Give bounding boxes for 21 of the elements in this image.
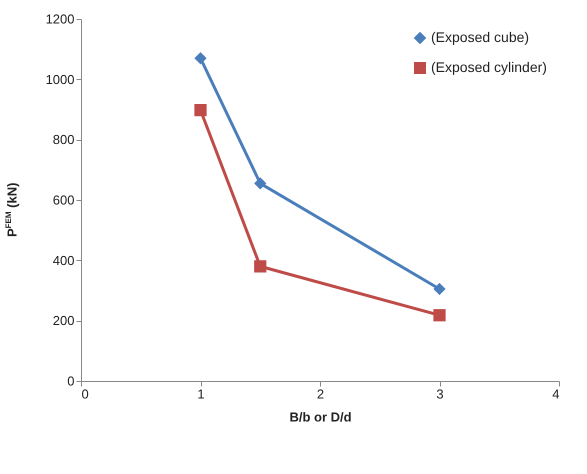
y-tick-label: 200 — [52, 313, 74, 328]
x-tick-label: 1 — [197, 386, 205, 402]
x-tick-label: 0 — [82, 386, 89, 402]
x-tick-label: 2 — [316, 386, 324, 402]
x-axis-title: B/b or D/d — [289, 410, 352, 424]
point — [194, 52, 207, 64]
point — [433, 282, 446, 296]
x-tick-label: 3 — [436, 386, 444, 402]
point — [433, 309, 446, 322]
x-tick-label: 4 — [552, 386, 560, 402]
point — [194, 104, 207, 116]
y-tick-label: 600 — [52, 192, 74, 208]
y-tick-label: 800 — [52, 132, 74, 148]
y-tick-label: 1200 — [46, 12, 74, 26]
y-tick-label: 1000 — [46, 72, 74, 87]
legend-label: (Exposed cube) — [431, 29, 530, 45]
y-tick-label: 400 — [52, 252, 74, 268]
point — [254, 177, 266, 190]
point — [254, 260, 266, 272]
legend-label: (Exposed cylinder) — [431, 59, 547, 75]
y-tick-label: 0 — [67, 374, 74, 388]
